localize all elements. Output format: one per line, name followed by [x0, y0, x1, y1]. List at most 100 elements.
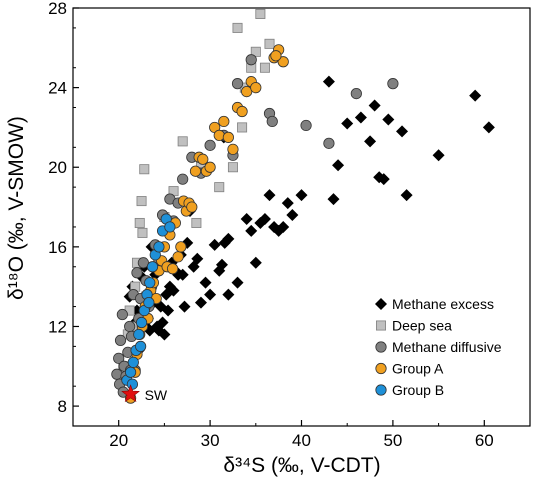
point-deep-sea — [255, 8, 266, 19]
point-methane-diffusive — [387, 78, 399, 90]
point-methane-diffusive — [245, 54, 257, 66]
point-methane-excess — [158, 328, 171, 341]
point-group-b — [146, 261, 159, 273]
point-group-b — [153, 241, 165, 253]
point-methane-excess — [286, 209, 299, 222]
x-axis-title: δ³⁴S (‰, V-CDT) — [223, 454, 380, 477]
point-deep-sea — [259, 62, 270, 73]
point-deep-sea — [139, 164, 150, 175]
point-methane-excess — [215, 258, 228, 271]
point-methane-excess — [178, 300, 191, 313]
point-group-b — [127, 356, 139, 368]
point-methane-excess — [240, 212, 253, 225]
point-methane-excess — [364, 135, 377, 148]
sw-label: SW — [145, 387, 168, 403]
point-group-b — [135, 316, 148, 329]
series-group-b — [121, 213, 176, 390]
point-group-a — [227, 143, 239, 155]
x-tick-label: 30 — [201, 431, 220, 450]
point-deep-sea — [191, 217, 202, 228]
point-methane-diffusive — [177, 173, 189, 185]
point-methane-diffusive — [266, 115, 278, 128]
point-group-a — [218, 115, 230, 128]
point-methane-excess — [199, 276, 212, 289]
point-methane-diffusive — [350, 87, 362, 100]
point-methane-excess — [382, 113, 395, 126]
point-methane-excess — [332, 159, 345, 172]
point-group-a — [189, 165, 202, 177]
point-group-a — [167, 263, 179, 275]
point-methane-excess — [327, 193, 340, 206]
point-methane-excess — [208, 238, 221, 251]
point-deep-sea — [134, 217, 145, 228]
point-methane-diffusive — [300, 119, 312, 132]
point-group-a — [277, 56, 289, 68]
legend-label-group-a: Group A — [392, 361, 444, 377]
y-tick-label: 8 — [58, 397, 67, 416]
legend-marker-deep-sea — [375, 320, 386, 331]
point-methane-excess — [231, 276, 244, 289]
point-methane-excess — [191, 252, 204, 265]
point-group-a — [236, 105, 248, 118]
series-methane-diffusive — [111, 54, 399, 398]
point-methane-excess — [167, 284, 180, 297]
point-methane-excess — [245, 224, 258, 237]
legend: Methane excess Deep sea Methane diffusive G… — [375, 296, 502, 398]
y-tick-label: 12 — [48, 317, 67, 336]
y-tick-label: 16 — [48, 238, 67, 257]
y-tick-label: 24 — [48, 79, 67, 98]
point-methane-excess — [469, 89, 482, 102]
point-methane-diffusive — [113, 352, 125, 364]
point-group-b — [143, 296, 155, 309]
point-methane-excess — [432, 149, 445, 162]
point-methane-diffusive — [137, 257, 149, 269]
legend-marker-methane-diffusive — [375, 341, 387, 353]
legend-marker-methane-excess — [375, 298, 387, 310]
point-group-b — [124, 366, 137, 378]
point-methane-excess — [204, 288, 217, 301]
point-group-a — [270, 50, 282, 62]
point-methane-excess — [176, 268, 189, 281]
point-methane-excess — [222, 288, 235, 301]
point-methane-diffusive — [124, 320, 136, 333]
point-group-b — [133, 328, 145, 341]
point-deep-sea — [136, 196, 147, 207]
y-tick-label: 28 — [48, 0, 67, 18]
point-methane-excess — [277, 220, 290, 233]
legend-marker-group-a — [375, 362, 387, 375]
point-group-a — [197, 153, 209, 165]
x-tick-label: 50 — [383, 431, 402, 450]
point-methane-excess — [377, 173, 390, 186]
legend-label-methane-excess: Methane excess — [392, 296, 494, 312]
point-methane-excess — [258, 212, 271, 225]
point-methane-excess — [400, 189, 413, 202]
point-deep-sea — [250, 46, 261, 57]
point-methane-excess — [162, 304, 175, 317]
point-methane-diffusive — [323, 137, 335, 149]
legend-label-methane-diffusive: Methane diffusive — [392, 339, 502, 355]
point-methane-excess — [295, 189, 308, 202]
point-group-b — [126, 378, 139, 390]
point-group-a — [204, 161, 216, 173]
point-group-a — [172, 251, 184, 263]
point-group-a — [250, 82, 262, 94]
plot-frame — [72, 7, 531, 427]
x-tick-label: 40 — [292, 431, 311, 450]
point-deep-sea — [227, 162, 238, 173]
point-methane-diffusive — [111, 368, 123, 380]
point-group-b — [164, 221, 176, 233]
point-group-a — [222, 131, 234, 143]
point-methane-diffusive — [116, 308, 128, 321]
point-methane-excess — [341, 117, 354, 130]
x-tick-label: 60 — [475, 431, 494, 450]
legend-label-deep-sea: Deep sea — [392, 318, 452, 334]
point-methane-excess — [249, 256, 262, 269]
point-methane-excess — [222, 232, 235, 245]
point-deep-sea — [177, 136, 188, 147]
point-group-a — [175, 241, 187, 253]
legend-label-group-b: Group B — [392, 382, 444, 398]
point-methane-excess — [354, 111, 367, 124]
point-group-a — [213, 129, 225, 141]
y-axis-title: δ¹⁸O (‰, V-SMOW) — [5, 116, 28, 300]
point-deep-sea — [264, 38, 275, 49]
